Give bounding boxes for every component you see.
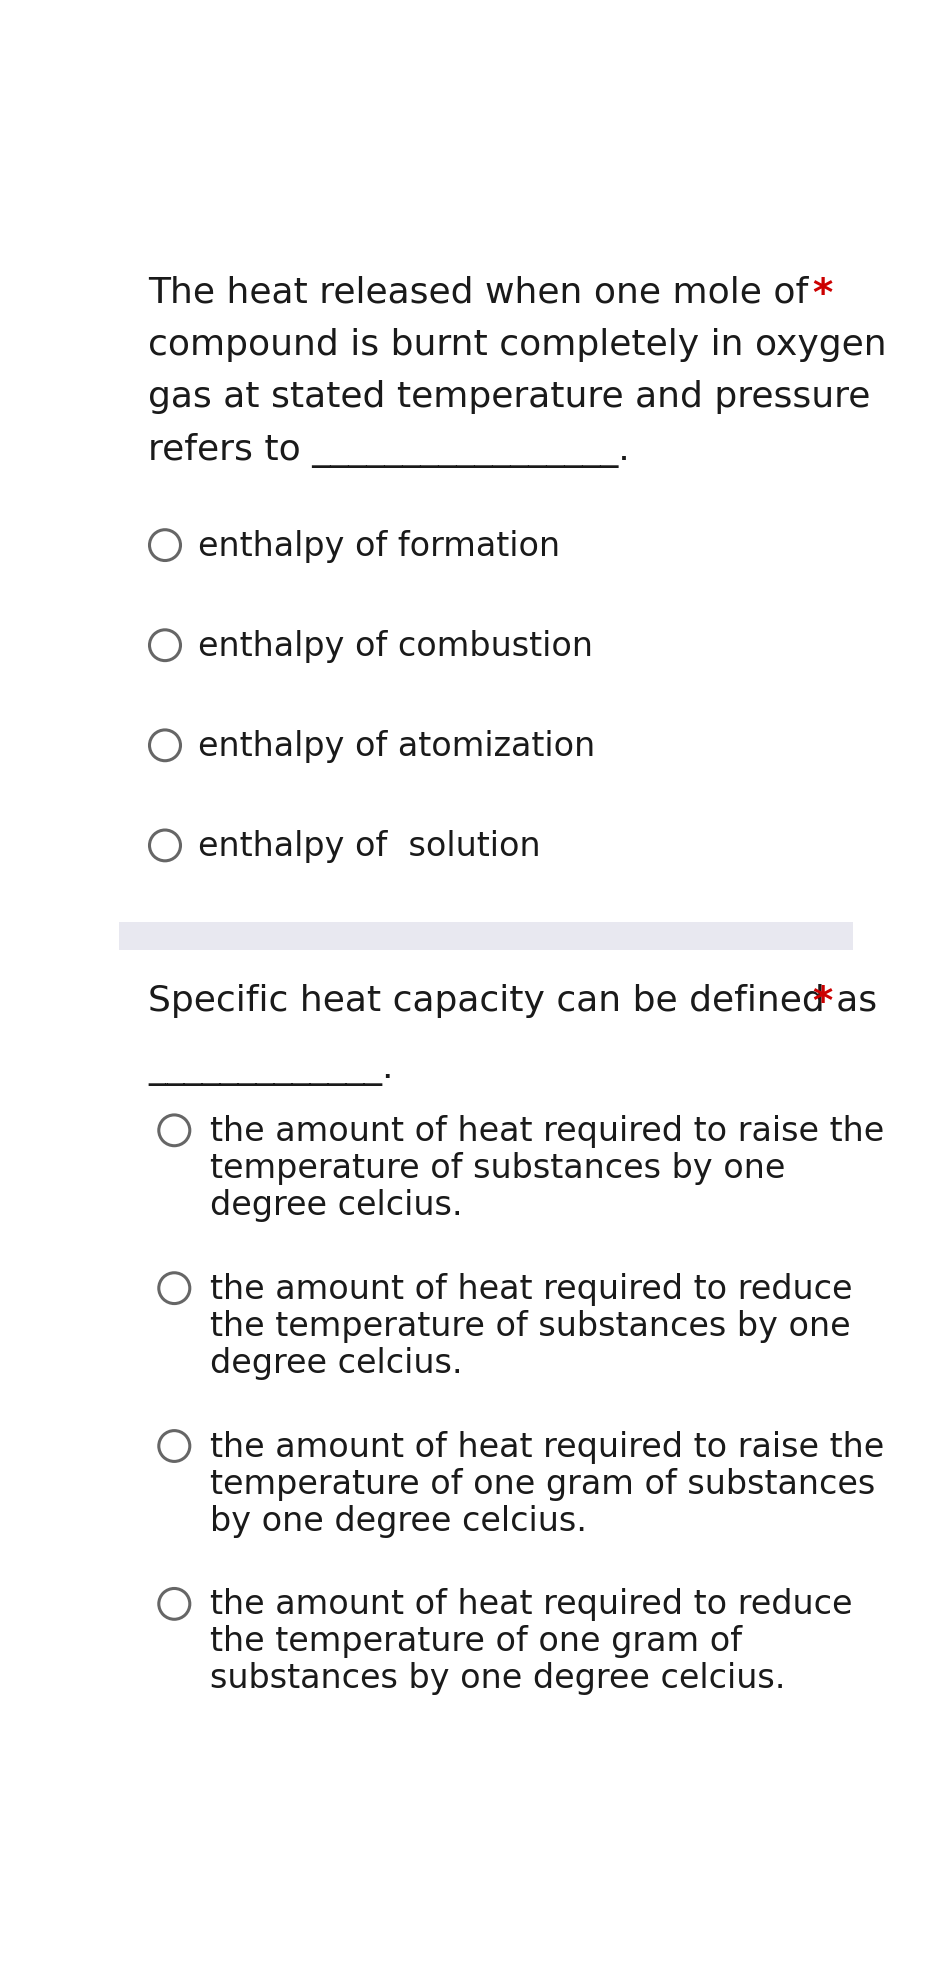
Text: compound is burnt completely in oxygen: compound is burnt completely in oxygen <box>148 328 886 362</box>
Text: the amount of heat required to raise the: the amount of heat required to raise the <box>210 1114 884 1148</box>
Text: the temperature of substances by one: the temperature of substances by one <box>210 1310 850 1344</box>
Text: the amount of heat required to reduce: the amount of heat required to reduce <box>210 1273 852 1306</box>
Text: refers to _________________.: refers to _________________. <box>148 433 629 468</box>
Text: enthalpy of formation: enthalpy of formation <box>198 530 560 563</box>
Text: by one degree celcius.: by one degree celcius. <box>210 1504 587 1537</box>
Text: degree celcius.: degree celcius. <box>210 1348 463 1379</box>
Text: the amount of heat required to reduce: the amount of heat required to reduce <box>210 1589 852 1622</box>
Text: enthalpy of  solution: enthalpy of solution <box>198 830 541 864</box>
FancyBboxPatch shape <box>118 923 853 950</box>
Text: Specific heat capacity can be defined as: Specific heat capacity can be defined as <box>148 984 877 1018</box>
Text: temperature of one gram of substances: temperature of one gram of substances <box>210 1468 875 1500</box>
Text: temperature of substances by one: temperature of substances by one <box>210 1152 785 1186</box>
Text: enthalpy of atomization: enthalpy of atomization <box>198 729 595 763</box>
Text: *: * <box>812 275 832 314</box>
Text: *: * <box>812 984 832 1022</box>
Text: The heat released when one mole of: The heat released when one mole of <box>148 275 809 310</box>
Text: the temperature of one gram of: the temperature of one gram of <box>210 1626 742 1658</box>
Text: gas at stated temperature and pressure: gas at stated temperature and pressure <box>148 379 870 415</box>
Text: _____________.: _____________. <box>148 1051 393 1085</box>
Text: the amount of heat required to raise the: the amount of heat required to raise the <box>210 1431 884 1464</box>
Text: enthalpy of combustion: enthalpy of combustion <box>198 630 593 662</box>
Text: substances by one degree celcius.: substances by one degree celcius. <box>210 1662 786 1695</box>
Text: degree celcius.: degree celcius. <box>210 1190 463 1221</box>
